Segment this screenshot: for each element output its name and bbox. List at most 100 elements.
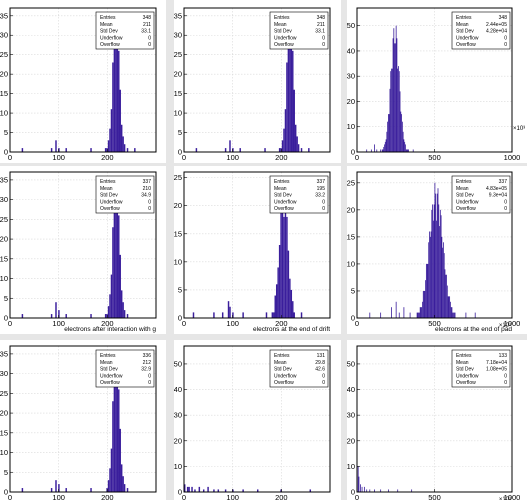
stats-value: 337	[143, 179, 152, 185]
stats-value: 0	[148, 35, 151, 41]
x-axis-title: electrons at the end of drift	[253, 326, 330, 333]
y-tick-label: 35	[174, 11, 182, 20]
histogram-bar	[465, 312, 467, 318]
stats-key: Std Dev	[100, 29, 118, 35]
y-tick-label: 30	[347, 72, 355, 81]
stats-value: 0	[322, 206, 325, 212]
x-tick-label: 500	[428, 153, 441, 162]
histogram-bar	[289, 278, 291, 318]
histogram-bar	[397, 489, 399, 492]
y-tick-label: 20	[174, 436, 182, 445]
histogram-bar	[283, 128, 285, 152]
x-tick-label: 1000	[504, 493, 521, 500]
histogram-bar	[116, 203, 119, 318]
y-tick-label: 25	[174, 50, 182, 59]
histogram-bar	[360, 484, 361, 492]
y-tick-label: 10	[0, 448, 8, 457]
y-tick-label: 20	[174, 70, 182, 79]
histogram-bar	[425, 263, 427, 318]
histogram-bar	[202, 489, 205, 492]
histogram-bar	[242, 489, 244, 492]
histogram-bar	[432, 220, 434, 318]
stats-key: Mean	[456, 360, 469, 366]
histogram-panel-4: 0 5 10 15 20 25 30 35 0 100 200 electrons after int…	[0, 166, 166, 334]
histogram-bar	[116, 39, 119, 153]
histogram-bar	[115, 377, 117, 492]
stats-value: 211	[143, 22, 151, 28]
stats-key: Std Dev	[456, 367, 474, 373]
plot-frame	[9, 345, 157, 493]
y-tick-label: 40	[347, 46, 355, 55]
histogram-bar	[90, 488, 92, 492]
histogram-bar	[374, 489, 375, 492]
histogram-bar	[393, 28, 395, 152]
histogram-bar	[58, 310, 60, 318]
histogram-bar	[112, 227, 114, 318]
stats-key: Std Dev	[274, 367, 292, 373]
histogram-bar	[439, 226, 440, 318]
stats-key: Std Dev	[100, 367, 118, 373]
stats-value: 33.2	[315, 193, 325, 199]
histogram-bar	[357, 466, 359, 492]
y-tick-label: 25	[0, 50, 8, 59]
stats-key: Std Dev	[456, 193, 474, 199]
y-tick-label: 5	[4, 468, 8, 477]
histogram-bar	[55, 302, 57, 318]
histogram-bar	[381, 149, 383, 152]
y-tick-label: 30	[0, 31, 8, 40]
y-tick-label: 40	[174, 385, 182, 394]
x-exponent-label: ×10³	[499, 497, 511, 500]
histogram-bar	[446, 285, 448, 318]
y-tick-label: 5	[351, 286, 355, 295]
histogram-bar	[429, 236, 431, 318]
histogram-bar	[450, 307, 452, 318]
histogram-bar	[113, 369, 116, 492]
histogram-bar	[398, 66, 399, 152]
histogram-bar	[290, 39, 293, 153]
y-tick-label: 0	[178, 314, 182, 323]
x-tick-label: 200	[275, 153, 288, 162]
histogram-bar	[224, 148, 227, 152]
histogram-bar	[447, 296, 449, 318]
y-tick-label: 10	[347, 122, 355, 131]
y-tick-label: 0	[351, 148, 355, 157]
y-tick-label: 10	[174, 257, 182, 266]
histogram-bar	[107, 306, 110, 318]
histogram-panel-3: 0 10 20 30 40 50 0 500 1000 ×10³ Entries 348 Mean 2.4…	[347, 0, 527, 163]
x-tick-label: 1000	[504, 319, 521, 328]
histogram-bar	[194, 489, 196, 492]
stats-value: 7.18e+04	[486, 360, 507, 366]
histogram-bar	[407, 149, 409, 152]
histogram-bar	[294, 124, 297, 152]
x-axis-title: electrons at the end of pad	[435, 326, 512, 333]
stats-value: 131	[317, 353, 326, 359]
histogram-bar	[275, 284, 278, 318]
histogram-bar	[118, 50, 120, 153]
histogram-bar	[264, 148, 266, 152]
panel-divider	[0, 163, 527, 166]
histogram-bar	[430, 231, 432, 318]
histogram-bar	[404, 141, 406, 152]
y-tick-label: 20	[347, 97, 355, 106]
histogram-bar	[408, 149, 409, 152]
y-tick-label: 5	[4, 294, 8, 303]
histogram-bar	[281, 140, 284, 152]
y-tick-label: 25	[174, 173, 182, 182]
histogram-bar	[293, 312, 295, 318]
histogram-bar	[104, 314, 107, 318]
stats-value: 0	[322, 42, 325, 48]
stats-value: 4.83e+05	[486, 186, 507, 192]
histogram-bar	[370, 149, 372, 152]
histogram-bar	[287, 250, 290, 318]
histogram-bar	[441, 236, 443, 318]
histogram-bar	[191, 486, 193, 492]
histogram-bar	[388, 489, 389, 492]
y-tick-label: 0	[178, 148, 182, 157]
histogram-bar	[452, 312, 454, 318]
histogram-bar	[290, 289, 293, 318]
histogram-bar	[428, 242, 430, 318]
histogram-bar	[425, 280, 426, 318]
histogram-bar	[396, 38, 398, 152]
histogram-bar	[419, 307, 421, 318]
